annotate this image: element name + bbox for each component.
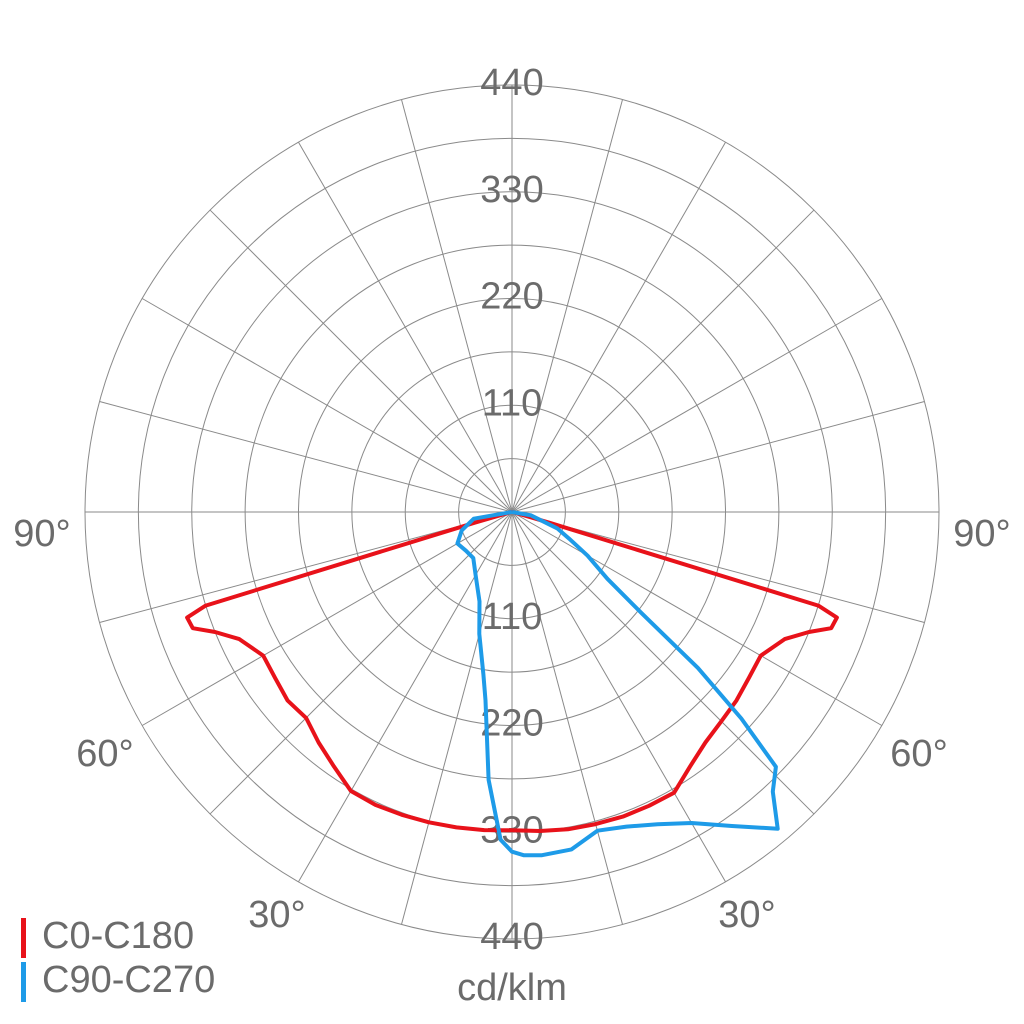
legend-label: C90-C270: [42, 959, 215, 1001]
grid: [84, 84, 940, 940]
grid-spoke: [511, 511, 815, 815]
grid-spoke: [511, 298, 883, 513]
r-tick-label: 220: [480, 276, 543, 318]
grid-spoke: [99, 401, 513, 513]
r-tick-label: 330: [480, 169, 543, 211]
series-line: [185, 510, 839, 833]
grid-spoke: [141, 298, 513, 513]
grid-spoke: [511, 99, 623, 513]
grid-spoke: [511, 401, 925, 513]
legend-label: C0-C180: [42, 915, 194, 957]
grid-spoke: [298, 141, 513, 513]
grid-spoke: [141, 511, 513, 726]
angle-tick-label: 90°: [953, 513, 1010, 555]
series-line: [455, 510, 780, 858]
grid-spoke: [511, 511, 883, 726]
r-tick-label: 110: [482, 382, 543, 424]
angle-tick-label: 30°: [718, 894, 775, 936]
angle-tick-label: 60°: [890, 733, 947, 775]
grid-spoke: [511, 141, 726, 513]
grid-spoke: [401, 99, 513, 513]
r-tick-label: 110: [482, 596, 543, 638]
unit-label: cd/klm: [457, 967, 567, 1009]
angle-tick-label: 90°: [13, 513, 70, 555]
legend-swatch: [21, 918, 26, 958]
grid-spoke: [511, 209, 815, 513]
angle-tick-label: 30°: [248, 894, 305, 936]
grid-spoke: [209, 511, 513, 815]
grid-spoke: [209, 209, 513, 513]
legend-swatch: [21, 962, 26, 1002]
r-tick-label: 220: [480, 703, 543, 745]
r-tick-label: 440: [480, 62, 543, 104]
angle-tick-label: 60°: [76, 733, 133, 775]
grid-spoke: [401, 511, 513, 925]
grid-spoke: [511, 511, 726, 883]
grid-spoke: [511, 511, 623, 925]
r-tick-label: 440: [480, 916, 543, 958]
